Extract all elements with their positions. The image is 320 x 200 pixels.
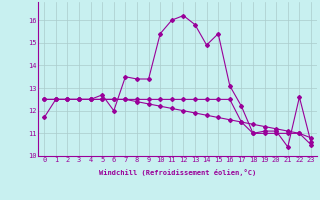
X-axis label: Windchill (Refroidissement éolien,°C): Windchill (Refroidissement éolien,°C) bbox=[99, 169, 256, 176]
